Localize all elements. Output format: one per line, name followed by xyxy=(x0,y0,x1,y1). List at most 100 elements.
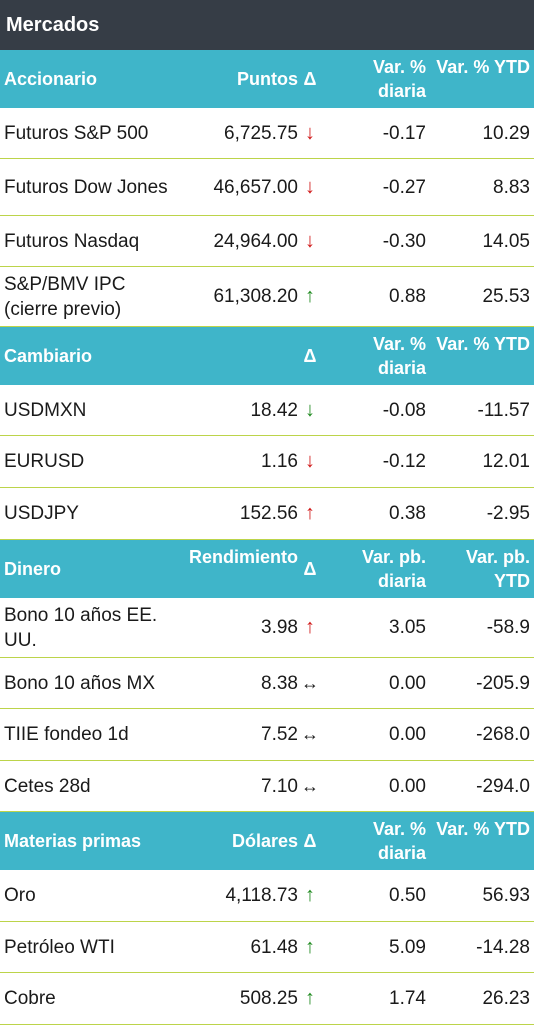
row-daily: 1.74 xyxy=(389,988,426,1009)
arrow-down-icon: ↓ xyxy=(305,450,315,472)
row-daily: -0.12 xyxy=(382,451,426,472)
row-name: Futuros Nasdaq xyxy=(4,230,140,252)
section-header-cambiario: Cambiario Δ Var. % diaria Var. % YTD xyxy=(0,327,534,385)
arrow-up-icon: ↑ xyxy=(305,987,315,1009)
row-value: 7.10 xyxy=(261,775,298,797)
header-delta: Δ xyxy=(303,69,317,89)
arrow-up-icon: ↑ xyxy=(305,502,315,524)
arrow-flat-icon: ↔ xyxy=(301,724,319,744)
header-ytd: Var. pb. YTD xyxy=(465,547,530,591)
row-daily: 0.50 xyxy=(389,885,426,906)
row-daily: -0.17 xyxy=(382,122,426,144)
row-name: Cobre xyxy=(4,988,56,1009)
table-row: S&P/BMV IPC (cierre previo) 61,308.20 ↑ … xyxy=(0,267,534,327)
table-row: Oro 4,118.73 ↑ 0.50 56.93 xyxy=(0,870,534,922)
header-delta: Δ xyxy=(303,559,317,579)
row-name: Oro xyxy=(4,885,36,906)
table-row: EURUSD 1.16 ↓ -0.12 12.01 xyxy=(0,436,534,488)
arrow-flat-icon: ↔ xyxy=(301,775,319,796)
table-row: Petróleo WTI 61.48 ↑ 5.09 -14.28 xyxy=(0,922,534,973)
row-value: 1.16 xyxy=(261,451,298,472)
table-row: Cobre 508.25 ↑ 1.74 26.23 xyxy=(0,973,534,1025)
arrow-down-icon: ↓ xyxy=(305,175,315,198)
header-daily: Var. pb. diaria xyxy=(361,547,426,591)
section-header-dinero: Dinero Rendimiento Δ Var. pb. diaria Var… xyxy=(0,540,534,598)
header-value: Rendimiento xyxy=(188,547,298,567)
table-row: USDJPY 152.56 ↑ 0.38 -2.95 xyxy=(0,488,534,540)
row-name: Bono 10 años EE. UU. xyxy=(4,604,158,651)
table-row: Futuros S&P 500 6,725.75 ↓ -0.17 10.29 xyxy=(0,108,534,159)
row-name: S&P/BMV IPC (cierre previo) xyxy=(4,273,126,320)
row-value: 508.25 xyxy=(239,988,298,1009)
row-ytd: -205.9 xyxy=(476,672,530,694)
header-value: Puntos xyxy=(237,69,298,89)
header-daily: Var. % diaria xyxy=(372,334,426,378)
row-name: Futuros S&P 500 xyxy=(4,122,149,144)
row-name: Bono 10 años MX xyxy=(4,672,156,694)
row-ytd: 12.01 xyxy=(482,451,530,472)
header-value xyxy=(180,327,298,385)
header-name: Materias primas xyxy=(4,831,142,851)
header-value: Dólares xyxy=(231,831,298,851)
row-value: 7.52 xyxy=(261,724,298,745)
header-ytd: Var. % YTD xyxy=(436,57,530,77)
table-row: Futuros Nasdaq 24,964.00 ↓ -0.30 14.05 xyxy=(0,216,534,267)
row-name: Futuros Dow Jones xyxy=(4,176,168,198)
table-row: Bono 10 años EE. UU. 3.98 ↑ 3.05 -58.9 xyxy=(0,598,534,658)
arrow-up-icon: ↑ xyxy=(305,884,315,906)
row-daily: 0.88 xyxy=(389,286,426,307)
row-daily: 0.00 xyxy=(389,775,426,797)
header-ytd: Var. % YTD xyxy=(436,819,530,839)
arrow-down-icon: ↓ xyxy=(305,398,315,421)
header-delta: Δ xyxy=(303,831,317,851)
row-value: 61,308.20 xyxy=(213,286,298,307)
header-name: Cambiario xyxy=(4,346,93,366)
row-daily: 3.05 xyxy=(389,617,426,638)
row-ytd: -58.9 xyxy=(486,617,530,638)
row-daily: 0.38 xyxy=(389,503,426,524)
header-daily: Var. % diaria xyxy=(372,57,426,101)
row-ytd: -294.0 xyxy=(476,775,530,797)
row-daily: 0.00 xyxy=(389,724,426,745)
row-ytd: -11.57 xyxy=(477,399,530,421)
row-name: Cetes 28d xyxy=(4,775,91,797)
row-value: 152.56 xyxy=(239,503,298,524)
header-ytd: Var. % YTD xyxy=(436,334,530,354)
row-name: TIIE fondeo 1d xyxy=(4,724,129,745)
row-daily: -0.27 xyxy=(382,176,426,198)
table-row: Futuros Dow Jones 46,657.00 ↓ -0.27 8.83 xyxy=(0,159,534,216)
section-header-accionario: Accionario Puntos Δ Var. % diaria Var. %… xyxy=(0,50,534,108)
header-name: Dinero xyxy=(4,559,62,579)
table-row: USDMXN 18.42 ↓ -0.08 -11.57 xyxy=(0,385,534,436)
row-value: 24,964.00 xyxy=(213,230,298,252)
row-ytd: 14.05 xyxy=(482,230,530,252)
row-ytd: 56.93 xyxy=(482,885,530,906)
row-ytd: 8.83 xyxy=(493,176,530,198)
row-name: USDJPY xyxy=(4,503,79,524)
table-row: TIIE fondeo 1d 7.52 ↔ 0.00 -268.0 xyxy=(0,709,534,761)
arrow-flat-icon: ↔ xyxy=(301,672,319,693)
row-ytd: 25.53 xyxy=(482,286,530,307)
table-row: Cetes 28d 7.10 ↔ 0.00 -294.0 xyxy=(0,761,534,812)
arrow-up-icon: ↑ xyxy=(305,616,315,638)
page-title: Mercados xyxy=(0,0,534,50)
header-delta: Δ xyxy=(303,346,317,366)
row-daily: -0.08 xyxy=(382,399,426,421)
arrow-down-icon: ↓ xyxy=(305,121,315,144)
row-value: 3.98 xyxy=(261,617,298,638)
row-value: 6,725.75 xyxy=(224,122,298,144)
row-daily: 0.00 xyxy=(389,672,426,694)
row-value: 18.42 xyxy=(250,399,298,421)
row-daily: -0.30 xyxy=(382,230,426,252)
table-row: Bono 10 años MX 8.38 ↔ 0.00 -205.9 xyxy=(0,658,534,709)
row-ytd: 26.23 xyxy=(482,988,530,1009)
arrow-up-icon: ↑ xyxy=(305,935,315,958)
header-name: Accionario xyxy=(4,69,98,89)
row-value: 8.38 xyxy=(261,672,298,694)
row-value: 61.48 xyxy=(250,936,298,958)
row-ytd: -2.95 xyxy=(486,503,530,524)
row-name: USDMXN xyxy=(4,399,87,421)
row-value: 46,657.00 xyxy=(213,176,298,198)
row-name: Petróleo WTI xyxy=(4,936,115,958)
row-name: EURUSD xyxy=(4,451,85,472)
